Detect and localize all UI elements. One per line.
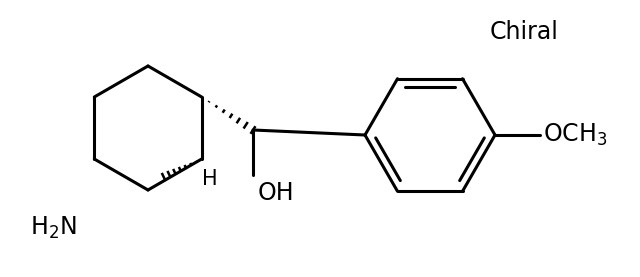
Text: H$_2$N: H$_2$N	[30, 215, 77, 241]
Text: Chiral: Chiral	[490, 20, 559, 44]
Text: H: H	[202, 169, 218, 189]
Text: OCH$_3$: OCH$_3$	[543, 122, 607, 148]
Text: OH: OH	[258, 181, 294, 205]
